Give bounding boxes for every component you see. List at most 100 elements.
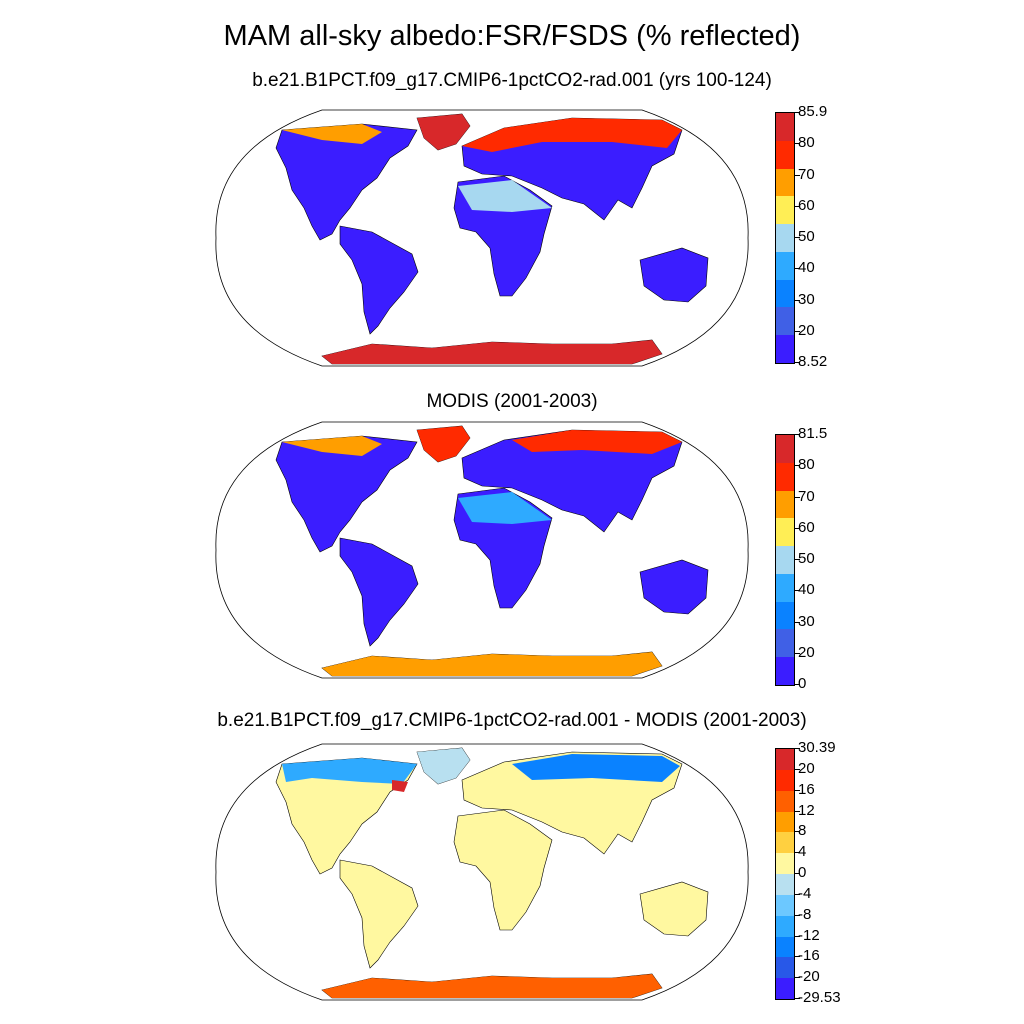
colorbar-tick: [794, 268, 800, 270]
colorbar-segment: [776, 518, 794, 547]
colorbar-tick: [794, 893, 800, 895]
colorbar-label: -4: [798, 884, 812, 902]
colorbar-segment: [776, 279, 794, 308]
map-svg: [215, 109, 749, 367]
colorbar-segment: [776, 307, 794, 336]
panel-1-title: b.e21.B1PCT.f09_g17.CMIP6-1pctCO2-rad.00…: [252, 70, 772, 91]
albedo-region: [322, 652, 662, 676]
panel-2-title: MODIS (2001-2003): [426, 391, 598, 412]
colorbar-segment: [776, 894, 794, 917]
colorbar-tick: [794, 935, 800, 937]
colorbar-frame: [775, 434, 795, 686]
colorbar-segment: [776, 435, 794, 464]
colorbar-tick: [794, 652, 800, 654]
albedo-region: [392, 780, 408, 792]
colorbar-label: 85.9: [798, 103, 828, 120]
colorbar-segment: [776, 113, 794, 142]
albedo-region: [417, 426, 470, 462]
colorbar-tick: [794, 527, 800, 529]
albedo-region: [282, 436, 382, 456]
colorbar-label: -8: [798, 905, 812, 923]
colorbar-frame: [775, 112, 795, 364]
colorbar-tick: [794, 873, 800, 874]
colorbar-segment: [776, 490, 794, 519]
colorbar-label: -20: [798, 968, 820, 986]
colorbar-label: 40: [798, 259, 815, 277]
albedo-region: [282, 124, 382, 144]
colorbar-segment: [776, 790, 794, 812]
colorbar-tick: [794, 330, 800, 332]
colorbar-label: 50: [798, 550, 815, 567]
colorbar-tick: [794, 434, 800, 435]
colorbar-segment: [776, 224, 794, 253]
land-northAmerica: [275, 123, 418, 241]
panel-1-map: [212, 108, 752, 368]
land-eurasia: [461, 429, 683, 533]
colorbar-tick: [794, 143, 800, 145]
colorbar-segment: [776, 168, 794, 197]
panel-3-title: b.e21.B1PCT.f09_g17.CMIP6-1pctCO2-rad.00…: [217, 710, 807, 731]
colorbar-tick: [794, 496, 800, 498]
colorbar-tick: [794, 362, 800, 363]
colorbar-label: 81.5: [798, 425, 828, 442]
colorbar-tick: [794, 998, 800, 999]
colorbar-tick: [794, 977, 800, 979]
map-outline: [215, 743, 749, 1001]
land-northAmerica: [275, 757, 418, 875]
colorbar-tick: [794, 956, 800, 958]
colorbar-segment: [776, 978, 794, 1000]
colorbar-tick: [794, 205, 800, 207]
albedo-region: [417, 748, 470, 784]
colorbar-label: 20: [798, 643, 815, 661]
albedo-region: [417, 114, 470, 150]
colorbar-tick: [794, 684, 800, 685]
land-southAmerica: [339, 225, 419, 335]
colorbar-label: 8.52: [798, 353, 828, 370]
colorbar-segment: [776, 629, 794, 658]
land-africa: [453, 809, 553, 931]
colorbar-segment: [776, 140, 794, 170]
colorbar-tick: [794, 748, 800, 749]
colorbar-label: 30: [798, 290, 815, 308]
colorbar-segment: [776, 196, 794, 225]
colorbar-segment: [776, 936, 794, 958]
colorbar-label: 80: [798, 134, 815, 152]
colorbar-segment: [776, 957, 794, 979]
land-southAmerica: [339, 859, 419, 969]
colorbar-label: 40: [798, 581, 815, 599]
colorbar-tick: [794, 914, 800, 916]
colorbar-tick: [794, 852, 800, 854]
colorbar-label: 30.39: [798, 739, 836, 756]
colorbar-frame: [775, 748, 795, 1000]
colorbar-label: 70: [798, 487, 815, 505]
colorbar-label: -12: [798, 926, 820, 944]
colorbar-segment: [776, 811, 794, 833]
colorbar-label: 4: [798, 843, 807, 861]
colorbar-segment: [776, 915, 794, 937]
colorbar-segment: [776, 657, 794, 686]
colorbar-segment: [776, 335, 794, 364]
colorbar-label: 16: [798, 780, 815, 798]
colorbar-label: 60: [798, 196, 815, 214]
colorbar-tick: [794, 465, 800, 467]
figure-title: MAM all-sky albedo:FSR/FSDS (% reflected…: [223, 20, 801, 52]
colorbar-label: 50: [798, 228, 815, 245]
albedo-region: [458, 492, 552, 524]
colorbar-tick: [794, 174, 800, 176]
albedo-region: [512, 754, 680, 782]
colorbar-segment: [776, 874, 794, 896]
colorbar-segment: [776, 546, 794, 575]
colorbar-label: 20: [798, 321, 815, 339]
colorbar-segment: [776, 853, 794, 875]
panel-2-map: [212, 420, 752, 680]
albedo-region: [462, 118, 682, 152]
colorbar-tick: [794, 768, 800, 770]
land-australia: [639, 247, 709, 303]
colorbar-segment: [776, 832, 794, 854]
colorbar-tick: [794, 621, 800, 623]
colorbar-tick: [794, 112, 800, 113]
colorbar-tick: [794, 590, 800, 592]
land-northAmerica: [275, 435, 418, 553]
map-svg: [215, 421, 749, 679]
land-australia: [639, 559, 709, 615]
